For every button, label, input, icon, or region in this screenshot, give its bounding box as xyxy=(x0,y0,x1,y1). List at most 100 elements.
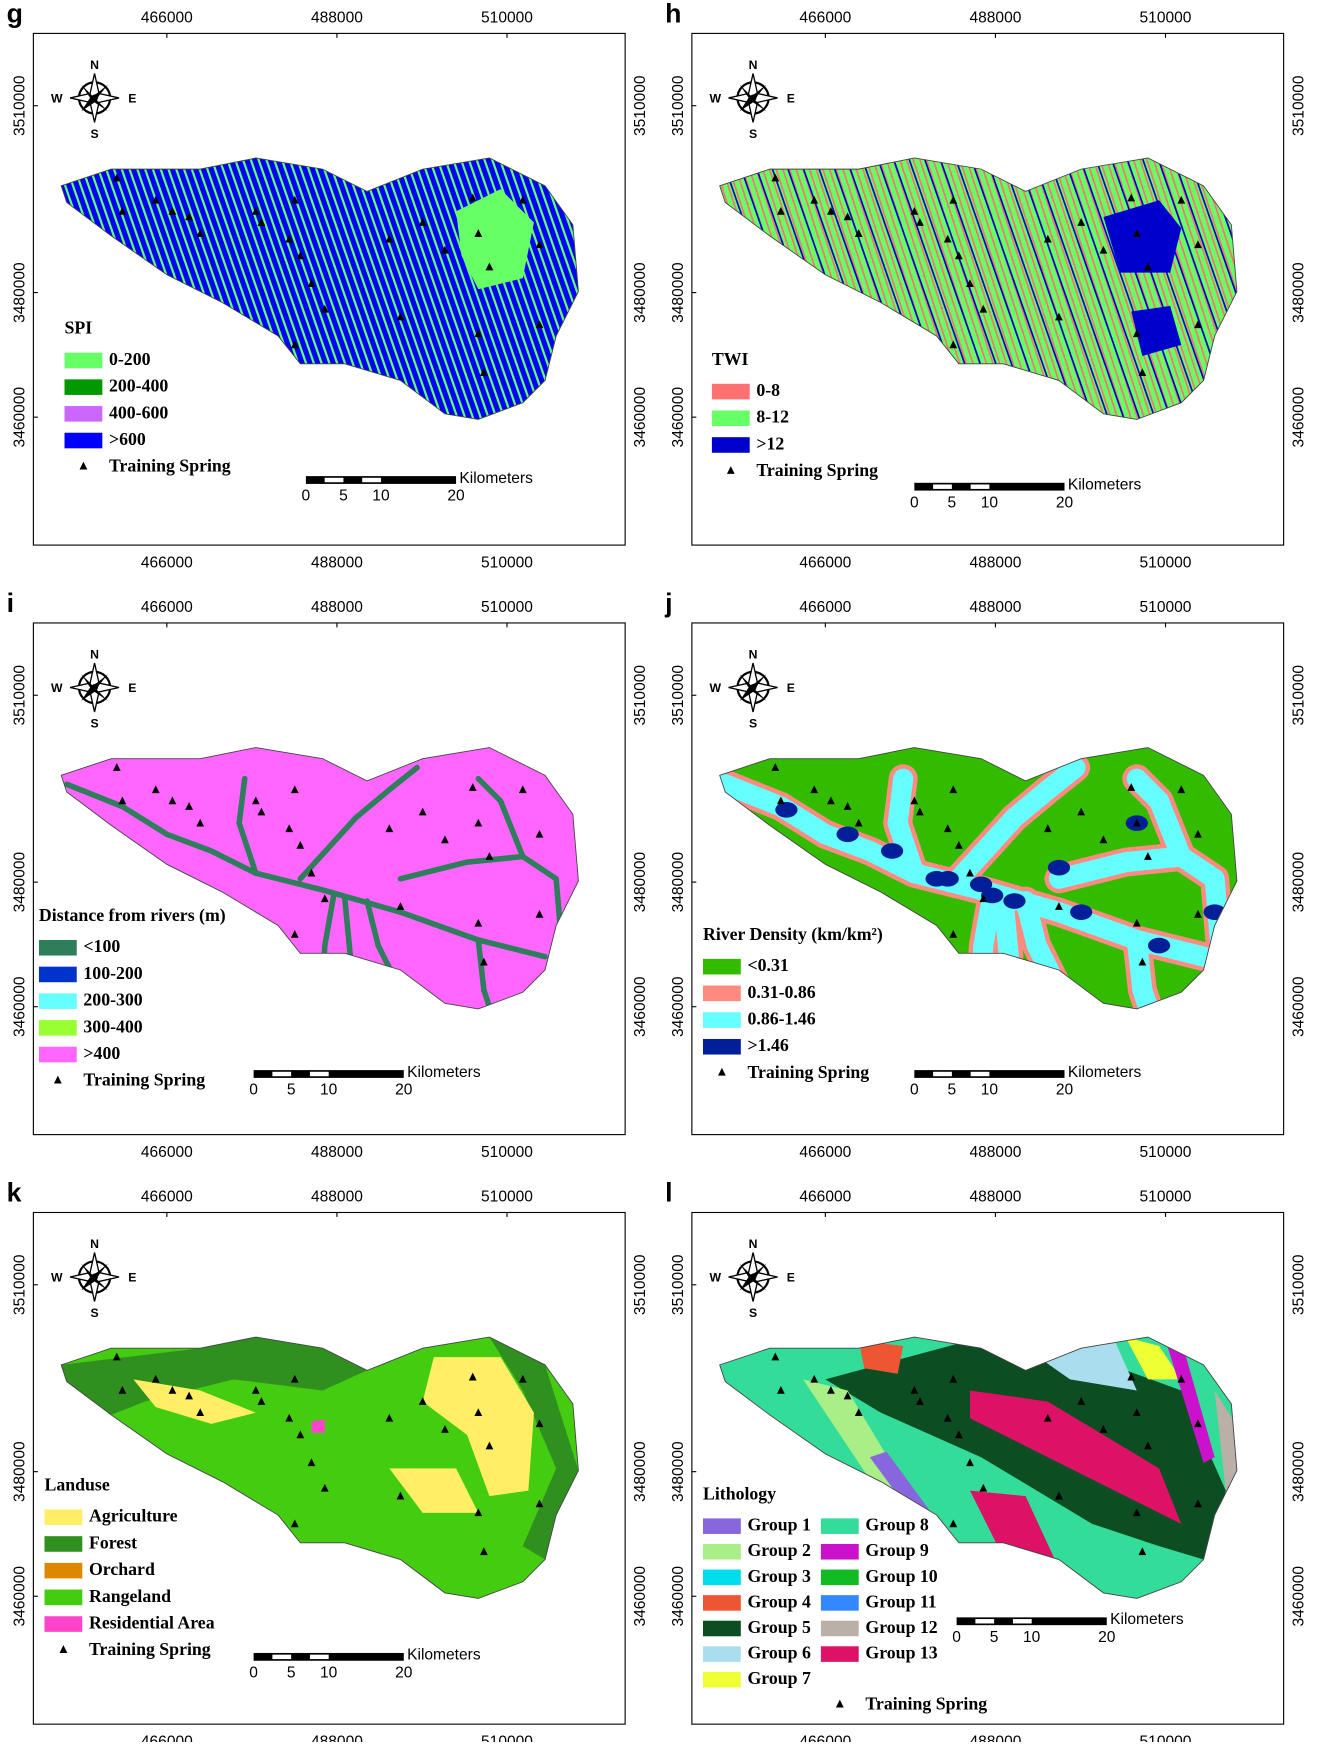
legend-label: Group 13 xyxy=(865,1643,937,1663)
legend-swatch xyxy=(44,1536,82,1552)
y-tick-label-right: 3460000 xyxy=(632,976,649,1037)
y-tick-label-left: 3460000 xyxy=(670,1566,687,1627)
x-tick-label-bottom: 466000 xyxy=(141,554,193,571)
legend-label: Group 2 xyxy=(747,1540,811,1560)
y-tick-label-right: 3510000 xyxy=(632,665,649,726)
x-tick-label-bottom: 510000 xyxy=(481,1144,533,1161)
legend-swatch xyxy=(821,1570,859,1586)
legend-label: 100-200 xyxy=(83,963,142,983)
x-tick-label-bottom: 466000 xyxy=(799,1144,851,1161)
scale-bar-segment xyxy=(933,1072,952,1076)
y-tick-label-left: 3510000 xyxy=(670,665,687,726)
legend-swatch xyxy=(703,1595,741,1611)
map-zone xyxy=(925,871,947,887)
scale-label: 10 xyxy=(981,494,999,511)
legend-swatch xyxy=(821,1518,859,1534)
legend-swatch xyxy=(44,1590,82,1606)
x-tick-label-top: 488000 xyxy=(311,1188,363,1205)
legend-swatch xyxy=(821,1544,859,1560)
x-tick-label-bottom: 466000 xyxy=(141,1733,193,1742)
y-tick-label-right: 3510000 xyxy=(632,75,649,136)
compass-n: N xyxy=(749,648,758,662)
x-tick-label-top: 510000 xyxy=(481,599,533,616)
scale-label: 5 xyxy=(948,1082,957,1099)
scale-label: 5 xyxy=(990,1629,999,1646)
scale-label: 20 xyxy=(1098,1629,1116,1646)
legend-title: TWI xyxy=(712,349,749,369)
legend-swatch xyxy=(821,1646,859,1662)
compass-w: W xyxy=(709,91,721,105)
y-tick-label-right: 3510000 xyxy=(1291,1254,1308,1315)
legend-swatch xyxy=(821,1621,859,1637)
compass-n: N xyxy=(90,1237,99,1251)
scale-label: 5 xyxy=(339,488,348,505)
legend-swatch xyxy=(712,410,750,426)
x-tick-label-bottom: 488000 xyxy=(311,554,363,571)
x-tick-label-bottom: 488000 xyxy=(969,1733,1021,1742)
legend-title: Distance from rivers (m) xyxy=(39,905,226,926)
y-tick-label-right: 3480000 xyxy=(1291,1441,1308,1502)
map-panel: i466000466000488000488000510000510000346… xyxy=(7,588,649,1161)
legend-swatch xyxy=(39,993,77,1009)
y-tick-label-left: 3480000 xyxy=(11,851,28,912)
legend-label: Group 1 xyxy=(747,1515,810,1535)
scale-bar-segment xyxy=(310,1072,329,1076)
map-zone xyxy=(1070,904,1092,920)
map-zone xyxy=(881,843,903,859)
legend-label: Rangeland xyxy=(89,1586,171,1606)
scale-label: 10 xyxy=(1023,1629,1041,1646)
scale-label: 20 xyxy=(395,1082,413,1099)
map-zone xyxy=(836,827,858,843)
x-tick-label-bottom: 510000 xyxy=(1140,1733,1192,1742)
scale-label: 5 xyxy=(287,1082,296,1099)
map-panel: l466000466000488000488000510000510000346… xyxy=(665,1177,1307,1742)
scale-bar-segment xyxy=(272,1072,291,1076)
legend-label: 200-400 xyxy=(109,376,168,396)
x-tick-label-bottom: 488000 xyxy=(311,1144,363,1161)
y-tick-label-left: 3510000 xyxy=(670,1254,687,1315)
river xyxy=(1137,940,1148,1007)
scale-label: 0 xyxy=(249,1664,258,1681)
compass-n: N xyxy=(90,58,99,72)
y-tick-label-left: 3460000 xyxy=(11,387,28,448)
legend-swatch xyxy=(712,437,750,453)
scale-label: 10 xyxy=(320,1082,338,1099)
legend-swatch xyxy=(703,1518,741,1534)
legend-label: 200-300 xyxy=(83,990,142,1010)
y-tick-label-right: 3510000 xyxy=(1291,75,1308,136)
scale-label: 10 xyxy=(372,488,390,505)
y-tick-label-left: 3510000 xyxy=(11,1254,28,1315)
legend-swatch xyxy=(703,986,741,1002)
y-tick-label-right: 3480000 xyxy=(1291,851,1308,912)
compass-e: E xyxy=(787,91,795,105)
y-tick-label-right: 3460000 xyxy=(1291,976,1308,1037)
y-tick-label-right: 3460000 xyxy=(1291,1566,1308,1627)
panel-letter: k xyxy=(7,1177,22,1207)
scale-label: 10 xyxy=(320,1664,338,1681)
y-tick-label-right: 3480000 xyxy=(1291,262,1308,323)
scale-label: 5 xyxy=(287,1664,296,1681)
figure: g466000466000488000488000510000510000346… xyxy=(0,0,1317,1742)
y-tick-label-left: 3480000 xyxy=(670,851,687,912)
legend-swatch xyxy=(65,406,103,422)
scale-bar-segment xyxy=(975,1619,994,1623)
legend-label: Training Spring xyxy=(747,1062,869,1082)
scale-unit: Kilometers xyxy=(1110,1611,1184,1628)
legend-label: 300-400 xyxy=(83,1016,142,1036)
legend-swatch xyxy=(39,967,77,983)
y-tick-label-left: 3460000 xyxy=(670,387,687,448)
legend-swatch xyxy=(44,1563,82,1579)
legend-label: 0-200 xyxy=(109,349,151,369)
legend-label: Group 12 xyxy=(865,1617,937,1637)
legend-label: >400 xyxy=(83,1043,120,1063)
compass-n: N xyxy=(749,1237,758,1251)
compass-e: E xyxy=(787,1270,795,1284)
y-tick-label-left: 3510000 xyxy=(11,75,28,136)
legend-swatch xyxy=(703,959,741,975)
legend-swatch xyxy=(44,1509,82,1525)
compass-w: W xyxy=(51,91,63,105)
compass-e: E xyxy=(128,1270,136,1284)
x-tick-label-bottom: 488000 xyxy=(969,554,1021,571)
x-tick-label-bottom: 466000 xyxy=(141,1144,193,1161)
x-tick-label-bottom: 488000 xyxy=(969,1144,1021,1161)
